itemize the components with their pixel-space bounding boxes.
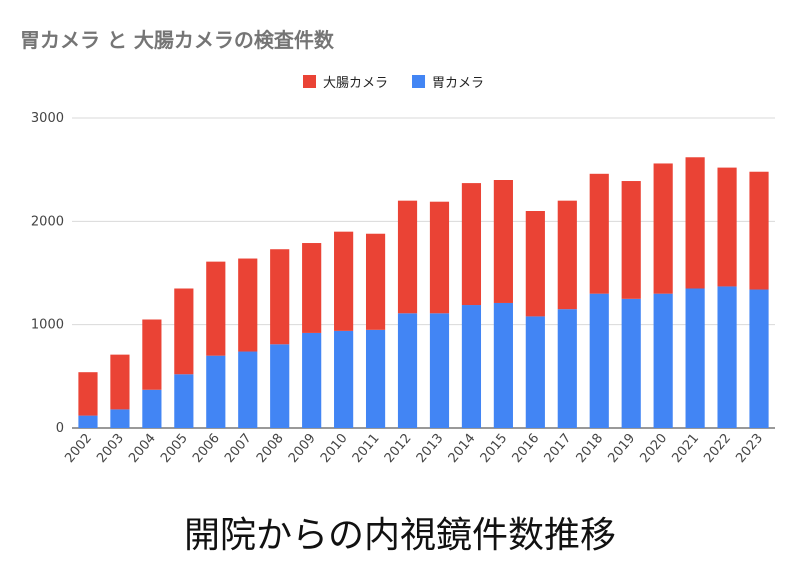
x-tick-label: 2023 xyxy=(733,431,766,466)
legend: 大腸カメラ 胃カメラ xyxy=(303,75,484,91)
x-tick-label: 2012 xyxy=(382,431,415,466)
x-tick-label: 2005 xyxy=(158,431,191,466)
bar-segment xyxy=(749,289,769,428)
bar-segment xyxy=(334,231,354,331)
x-tick-label: 2009 xyxy=(286,431,319,466)
bar-segment xyxy=(621,181,641,299)
x-tick-label: 2016 xyxy=(510,431,543,466)
bar-segment xyxy=(685,288,705,428)
bar-segment xyxy=(270,249,290,345)
bar-segment xyxy=(493,180,513,303)
x-tick-label: 2019 xyxy=(606,431,639,466)
bar-segment xyxy=(365,233,386,330)
x-tick-label: 2002 xyxy=(62,431,95,466)
bar-segment xyxy=(653,163,673,294)
x-tick-label: 2011 xyxy=(350,431,383,466)
y-tick-label: 0 xyxy=(56,421,64,436)
x-axis-ticks: 2002 2003 2004 2005 2006 2007 2008 2009 2010 2011… xyxy=(62,431,766,466)
y-tick-label: 3000 xyxy=(31,111,64,126)
bar-segment xyxy=(653,293,673,428)
x-tick-label: 2014 xyxy=(446,431,479,466)
bar-segment xyxy=(78,415,98,428)
bar-segment xyxy=(589,173,609,294)
x-tick-label: 2006 xyxy=(190,431,223,466)
x-tick-label: 2008 xyxy=(254,431,287,466)
x-tick-label: 2004 xyxy=(126,431,159,466)
x-tick-label: 2013 xyxy=(414,431,447,466)
bar-segment xyxy=(717,167,737,287)
bar-segment xyxy=(717,286,737,428)
legend-label: 胃カメラ xyxy=(432,76,484,91)
bar-segment xyxy=(270,344,290,428)
legend-swatch xyxy=(303,75,316,88)
x-tick-label: 2020 xyxy=(637,431,670,466)
bar-segment xyxy=(397,200,418,314)
bar-segment xyxy=(461,305,482,428)
bar-segment xyxy=(749,171,769,290)
bar-segment xyxy=(685,157,705,289)
slide-caption: 開院からの内視鏡件数推移 xyxy=(183,515,616,556)
bar-segment xyxy=(429,313,450,428)
bar-segment xyxy=(238,351,258,428)
y-tick-label: 2000 xyxy=(31,214,64,229)
bar-segment xyxy=(174,374,194,428)
bar-segment xyxy=(397,313,418,428)
x-tick-label: 2007 xyxy=(222,431,255,466)
bars xyxy=(78,157,769,428)
y-tick-label: 1000 xyxy=(31,318,64,333)
bar-segment xyxy=(142,389,162,428)
legend-swatch xyxy=(412,75,426,88)
bar-segment xyxy=(461,183,482,306)
bar-segment xyxy=(429,201,450,314)
bar-segment xyxy=(557,309,577,428)
x-tick-label: 2018 xyxy=(574,431,607,466)
bar-segment xyxy=(365,329,386,428)
bar-segment xyxy=(493,302,513,428)
bar-segment xyxy=(302,243,322,333)
bar-segment xyxy=(78,372,98,416)
bar-segment xyxy=(238,258,258,352)
x-tick-label: 2022 xyxy=(701,431,734,466)
bar-segment xyxy=(525,316,545,428)
bar-segment xyxy=(334,330,354,428)
bar-segment xyxy=(206,261,226,356)
x-tick-label: 2015 xyxy=(478,431,511,466)
bar-segment xyxy=(110,354,130,410)
bar-segment xyxy=(110,409,130,428)
bar-segment xyxy=(302,332,322,428)
bar-segment xyxy=(557,200,577,310)
x-tick-label: 2003 xyxy=(94,431,127,466)
bar-segment xyxy=(589,293,609,428)
x-tick-label: 2021 xyxy=(669,431,702,466)
bar-segment xyxy=(174,288,194,375)
bar-segment xyxy=(142,319,162,390)
bar-segment xyxy=(206,355,226,428)
x-tick-label: 2017 xyxy=(542,431,575,466)
y-axis-ticks: 0 1000 2000 3000 xyxy=(31,111,64,436)
x-tick-label: 2010 xyxy=(318,431,351,466)
legend-label: 大腸カメラ xyxy=(323,76,388,91)
bar-segment xyxy=(621,298,641,428)
bar-segment xyxy=(525,211,545,317)
chart-title: 胃カメラ と 大腸カメラの検査件数 xyxy=(20,28,334,52)
